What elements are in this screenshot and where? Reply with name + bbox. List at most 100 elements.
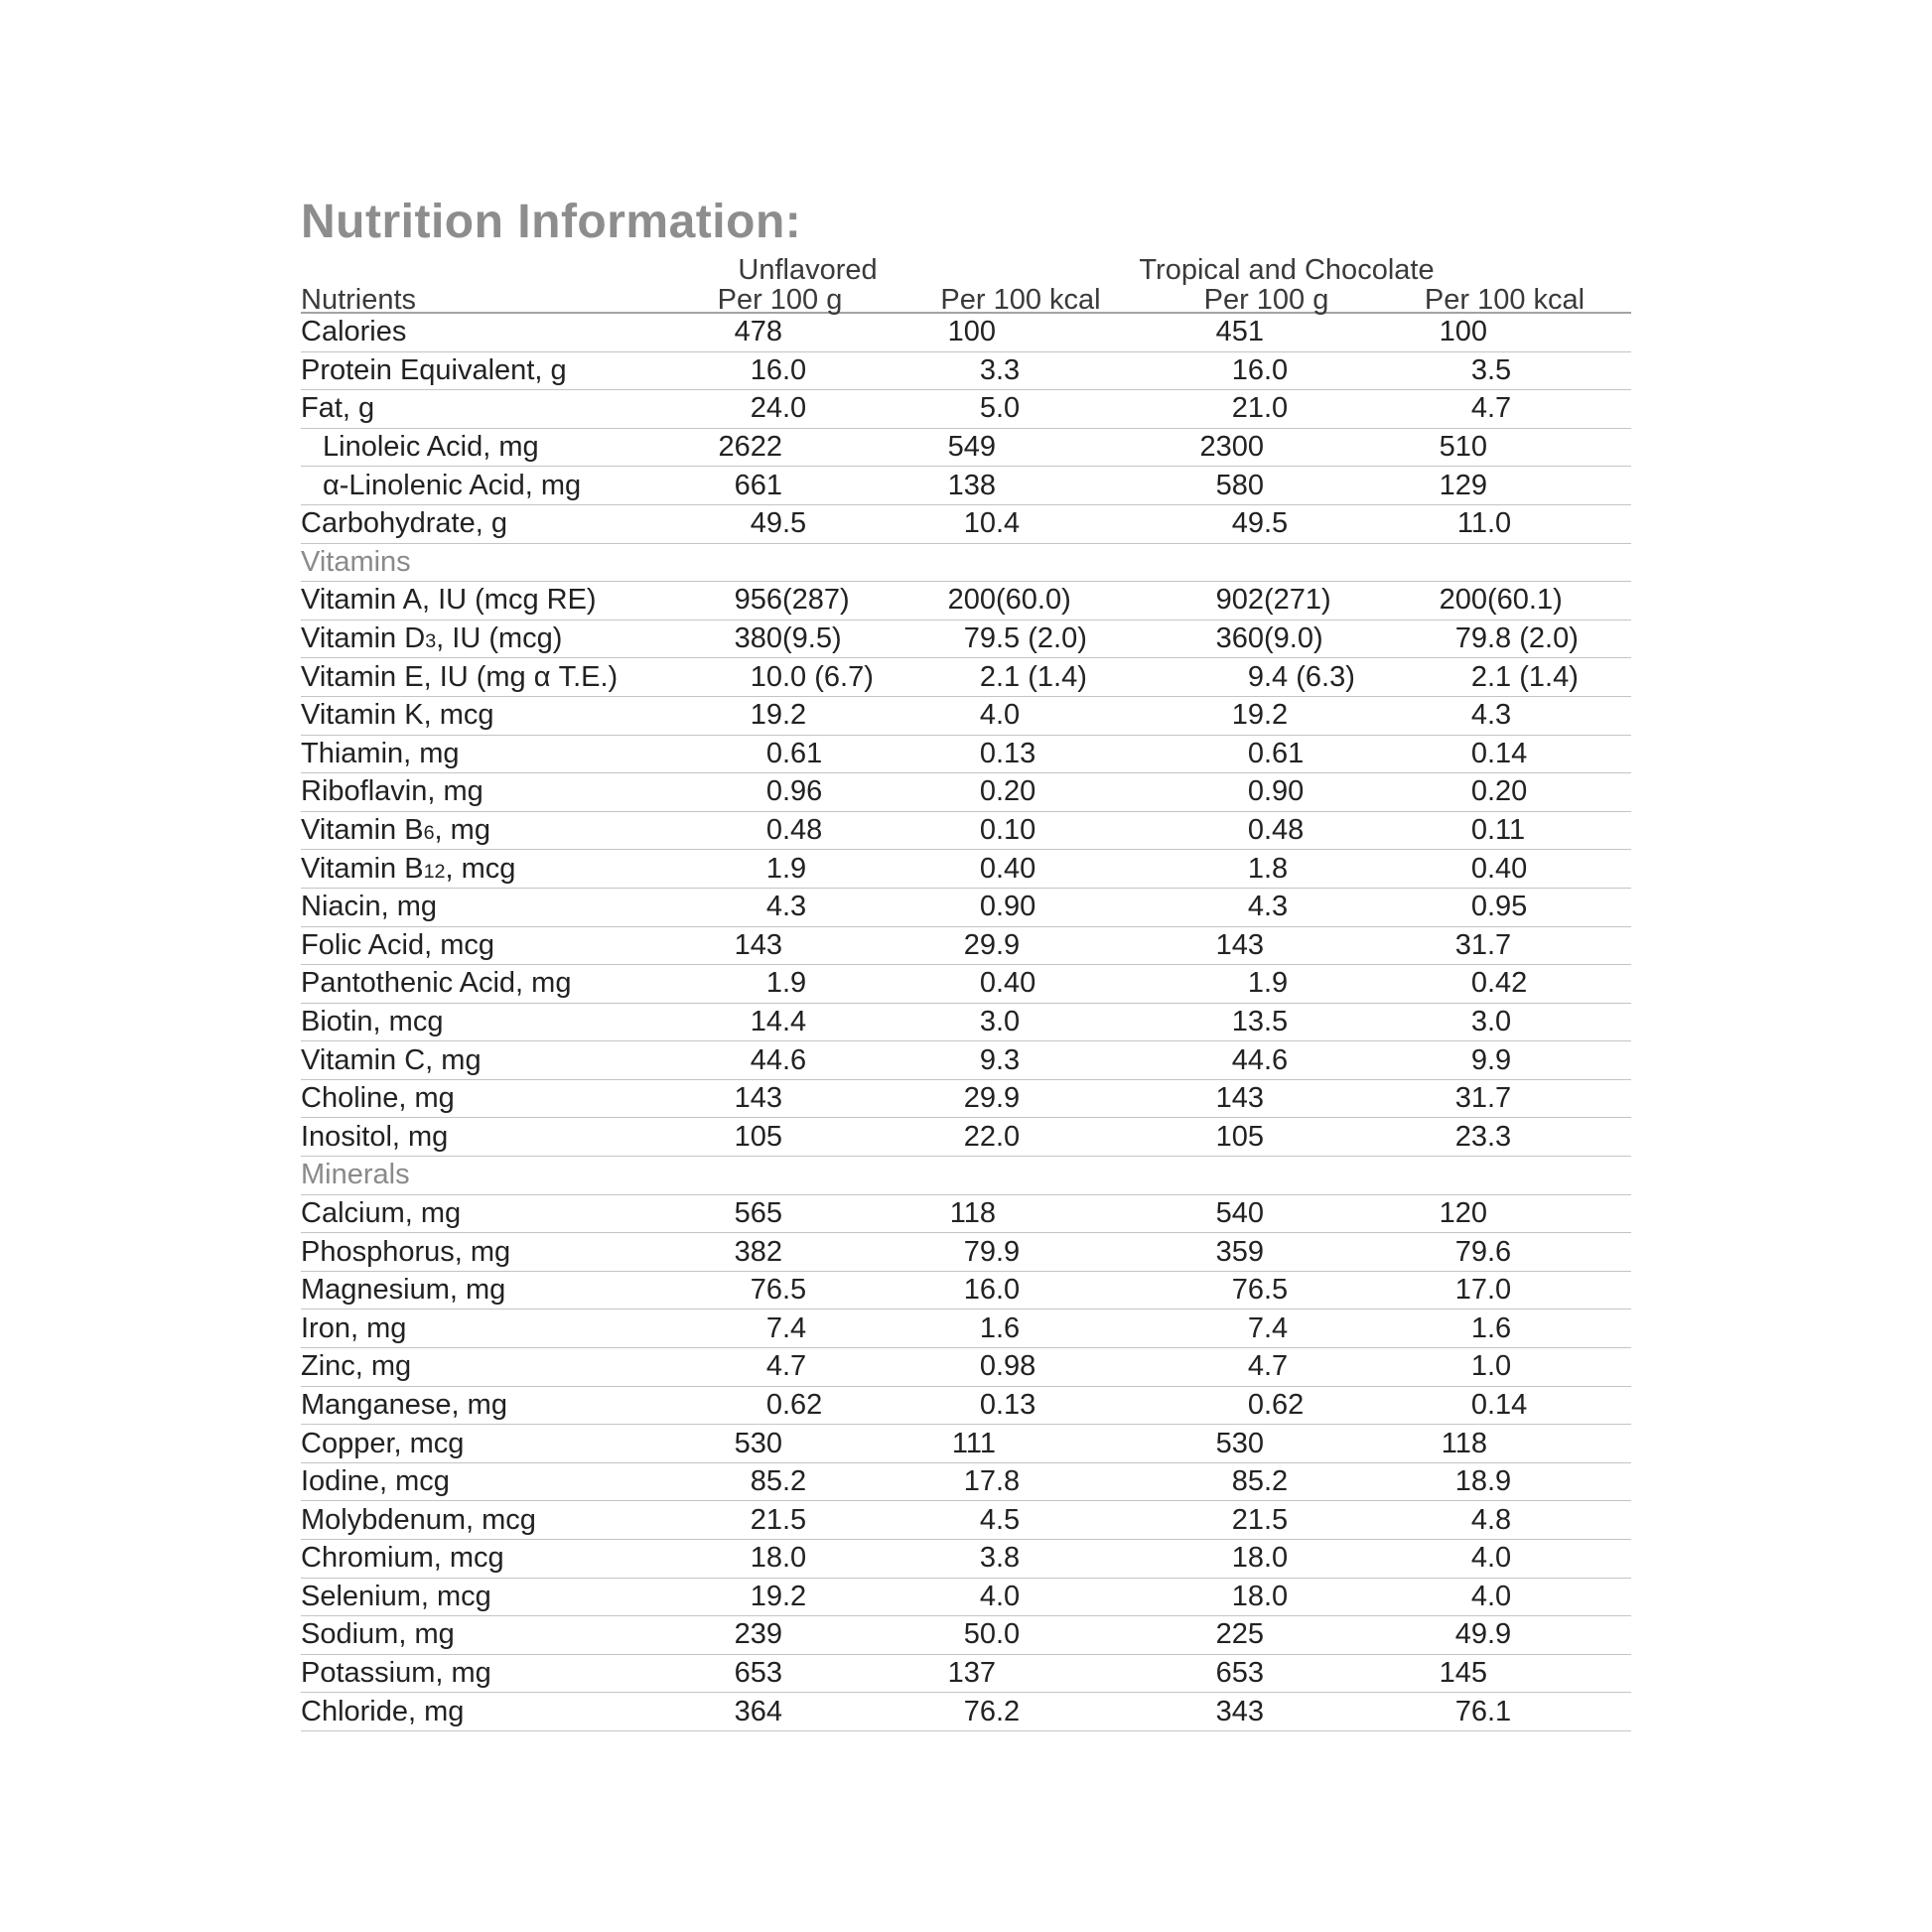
column-header-nutrients: Nutrients	[301, 284, 417, 316]
nutrient-label: Phosphorus, mg	[301, 1235, 511, 1268]
value-cell: 21.5	[750, 1503, 807, 1536]
table-row: Selenium, mcg 19.2 4.0 18.0 4.0	[301, 1579, 1631, 1617]
table-row: Inositol, mg 105 22.0 105 23.3	[301, 1118, 1631, 1158]
table-row: α-Linolenic Acid, mg 661 138 580 129	[301, 467, 1631, 505]
value-cell: 2.1 (1.4)	[1470, 660, 1579, 693]
table-row: Vitamin E, IU (mg α T.E.) 10.0 (6.7) 2.1 (…	[301, 658, 1631, 697]
value-cell: 1.6	[1470, 1311, 1512, 1344]
value-cell: 145	[1439, 1657, 1487, 1690]
value-cell: 9.9	[1470, 1043, 1512, 1076]
value-cell: 451	[1215, 316, 1264, 348]
table-row: Magnesium, mg 76.5 16.0 76.5 17.0	[301, 1272, 1631, 1311]
table-row: Sodium, mg 239 50.0 225 49.9	[301, 1616, 1631, 1655]
nutrient-label: Biotin, mcg	[301, 1005, 444, 1037]
value-cell: 3.8	[979, 1542, 1021, 1575]
value-cell: 76.1	[1454, 1695, 1512, 1727]
nutrient-label: Protein Equivalent, g	[301, 353, 567, 386]
section-label: Minerals	[301, 1159, 410, 1191]
value-cell: 0.10	[979, 814, 1036, 847]
nutrient-label: Zinc, mg	[301, 1350, 412, 1383]
nutrient-label: Molybdenum, mcg	[301, 1503, 536, 1536]
nutrient-label: Vitamin D3, IU (mcg)	[301, 622, 563, 655]
value-cell: 120	[1439, 1196, 1487, 1229]
section-label: Vitamins	[301, 545, 411, 578]
value-cell: 343	[1215, 1695, 1264, 1727]
table-row: Calcium, mg 565 118 540 120	[301, 1195, 1631, 1234]
table-row: Molybdenum, mcg 21.5 4.5 21.5 4.8	[301, 1501, 1631, 1540]
value-cell: 79.6	[1454, 1235, 1512, 1268]
value-cell: 0.40	[979, 852, 1036, 885]
value-cell: 10.4	[963, 507, 1021, 540]
table-row: Fat, g 24.0 5.0 21.0 4.7	[301, 390, 1631, 429]
table-row: Vitamin B12, mcg 1.9 0.40 1.8 0.40	[301, 850, 1631, 889]
value-cell: 85.2	[750, 1465, 807, 1498]
value-cell: 9.4 (6.3)	[1247, 660, 1355, 693]
value-cell: 18.0	[1231, 1542, 1289, 1575]
column-header-row: Nutrients Per 100 g Per 100 kcal Per 100…	[301, 284, 1631, 316]
value-cell: 16.0	[750, 353, 807, 386]
value-cell: 0.40	[979, 967, 1036, 1000]
value-cell: 11.0	[1456, 507, 1512, 540]
value-cell: 17.0	[1454, 1274, 1512, 1307]
value-cell: 1.9	[1247, 967, 1289, 1000]
value-cell: 79.9	[963, 1235, 1021, 1268]
value-cell: 111	[951, 1427, 996, 1459]
table-row: Vitamin C, mg 44.6 9.3 44.6 9.9	[301, 1041, 1631, 1080]
value-cell: 18.0	[1231, 1580, 1289, 1612]
value-cell: 100	[947, 316, 996, 348]
value-cell: 1.9	[765, 967, 807, 1000]
value-cell: 530	[1215, 1427, 1264, 1459]
value-cell: 143	[1215, 1082, 1264, 1115]
value-cell: 14.4	[750, 1005, 807, 1037]
nutrient-label: Potassium, mg	[301, 1657, 491, 1690]
value-cell: 0.90	[1247, 775, 1305, 808]
value-cell: 1.6	[979, 1311, 1021, 1344]
value-cell: 239	[734, 1618, 782, 1651]
value-cell: 0.61	[765, 737, 823, 769]
value-cell: 225	[1215, 1618, 1264, 1651]
value-cell: 1.9	[765, 852, 807, 885]
table-row: Choline, mg 143 29.9 143 31.7	[301, 1080, 1631, 1119]
value-cell: 0.20	[1470, 775, 1528, 808]
value-cell: 0.61	[1247, 737, 1305, 769]
value-cell: 143	[1215, 928, 1264, 961]
value-cell: 44.6	[750, 1043, 807, 1076]
nutrient-label: Vitamin C, mg	[301, 1043, 482, 1076]
value-cell: 661	[734, 469, 782, 501]
nutrient-label: Selenium, mcg	[301, 1580, 491, 1612]
value-cell: 4.3	[765, 891, 807, 923]
value-cell: 0.62	[1247, 1388, 1305, 1421]
value-cell: 10.0 (6.7)	[750, 660, 874, 693]
nutrient-label: Chromium, mcg	[301, 1542, 504, 1575]
table-row: Niacin, mg 4.3 0.90 4.3 0.95	[301, 889, 1631, 927]
value-cell: 49.5	[1231, 507, 1289, 540]
value-cell: 105	[734, 1120, 782, 1153]
table-row: Manganese, mg 0.62 0.13 0.62 0.14	[301, 1387, 1631, 1426]
value-cell: 0.62	[765, 1388, 823, 1421]
value-cell: 382	[734, 1235, 782, 1268]
value-cell: 21.0	[1231, 392, 1289, 425]
value-cell: 100	[1439, 316, 1487, 348]
value-cell: 0.40	[1470, 852, 1528, 885]
value-cell: 380 (9.5)	[734, 622, 842, 655]
value-cell: 4.3	[1247, 891, 1289, 923]
nutrient-label: Calcium, mg	[301, 1196, 462, 1229]
value-cell: 549	[947, 431, 996, 464]
value-cell: 3.3	[979, 353, 1021, 386]
value-cell: 0.14	[1470, 737, 1528, 769]
column-header-tropical-per-100kcal: Per 100 kcal	[1424, 284, 1586, 316]
table-row: Pantothenic Acid, mg 1.9 0.40 1.9 0.42	[301, 965, 1631, 1004]
nutrient-label: Manganese, mg	[301, 1388, 507, 1421]
value-cell: 137	[947, 1657, 996, 1690]
value-cell: 9.3	[979, 1043, 1021, 1076]
value-cell: 2.1 (1.4)	[979, 660, 1087, 693]
table-row: Zinc, mg 4.7 0.98 4.7 1.0	[301, 1348, 1631, 1387]
value-cell: 16.0	[963, 1274, 1021, 1307]
nutrient-label: Chloride, mg	[301, 1695, 465, 1727]
value-cell: 22.0	[963, 1120, 1021, 1153]
table-row: Copper, mcg 530 111 530 118	[301, 1425, 1631, 1463]
value-cell: 16.0	[1231, 353, 1289, 386]
value-cell: 360 (9.0)	[1215, 622, 1323, 655]
value-cell: 200 (60.1)	[1439, 584, 1563, 617]
value-cell: 7.4	[1247, 1311, 1289, 1344]
